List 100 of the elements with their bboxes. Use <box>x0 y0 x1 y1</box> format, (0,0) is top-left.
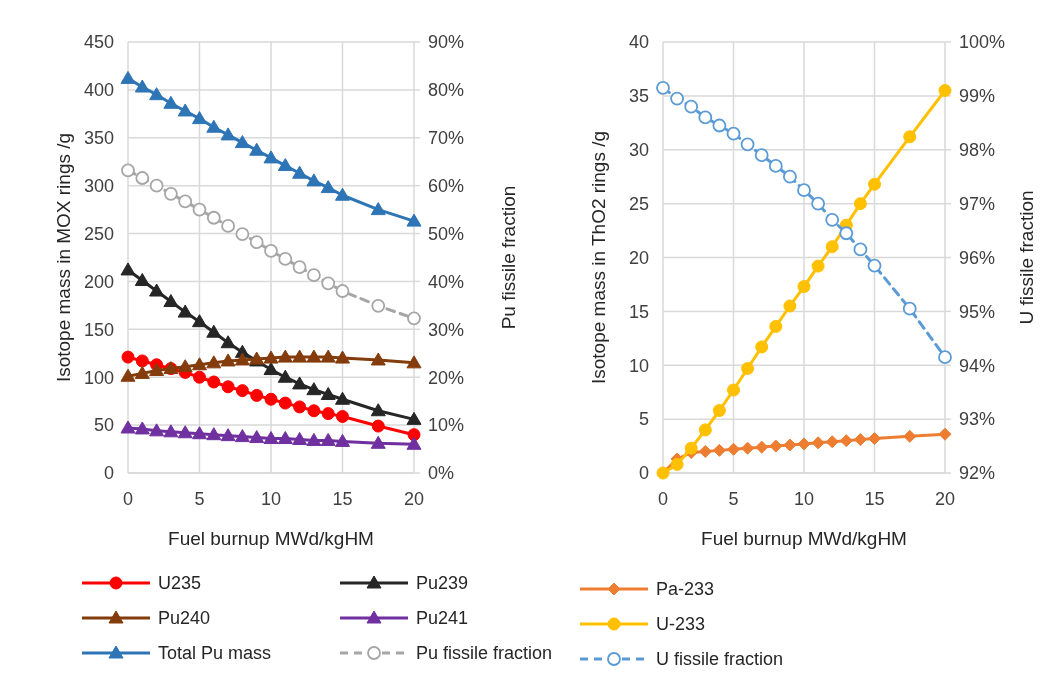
y2-tick-label: 93% <box>959 409 996 430</box>
point <box>220 428 236 442</box>
y-tick-label: 20 <box>628 247 649 268</box>
point <box>164 186 178 201</box>
point <box>811 436 825 450</box>
y-tick-label: 150 <box>83 319 114 340</box>
point <box>320 180 336 194</box>
point <box>370 435 386 449</box>
point <box>727 442 740 456</box>
y-tick-label: 200 <box>83 271 114 292</box>
y2-tick-label: 94% <box>959 355 996 376</box>
point <box>371 298 386 313</box>
point <box>335 350 350 364</box>
point <box>149 363 165 377</box>
point <box>192 111 207 125</box>
legend-label: U fissile fraction <box>656 649 784 670</box>
point <box>121 350 135 364</box>
point <box>698 110 713 125</box>
point <box>263 431 279 445</box>
y2-tick-label: 50% <box>428 223 465 244</box>
y2-tick-label: 70% <box>428 128 465 149</box>
point <box>741 441 755 455</box>
point <box>263 350 279 364</box>
point <box>277 349 293 363</box>
point <box>206 355 222 369</box>
y2-axis-title: U fissile fraction <box>1016 190 1037 325</box>
point <box>370 352 386 366</box>
point <box>149 423 165 437</box>
y2-tick-label: 40% <box>428 271 465 292</box>
point <box>234 352 250 366</box>
point <box>149 283 165 297</box>
point <box>207 375 221 389</box>
y-tick-label: 50 <box>93 415 114 436</box>
y2-tick-label: 96% <box>959 247 996 268</box>
point <box>221 380 235 394</box>
point <box>853 197 867 211</box>
point <box>755 440 769 454</box>
point <box>698 423 712 437</box>
point <box>192 357 207 371</box>
y-tick-label: 0 <box>103 463 114 484</box>
y2-tick-label: 99% <box>959 86 996 107</box>
x-tick-label: 10 <box>260 489 282 509</box>
point <box>406 213 422 227</box>
point <box>235 227 250 241</box>
point <box>206 210 221 225</box>
point <box>277 431 293 445</box>
point <box>755 340 769 354</box>
point <box>754 148 769 163</box>
point <box>406 436 422 450</box>
legend-label: U-233 <box>656 614 706 635</box>
point <box>177 103 193 117</box>
point <box>178 194 193 209</box>
point <box>726 126 741 141</box>
point <box>335 391 350 405</box>
point <box>797 437 811 451</box>
point <box>335 433 350 447</box>
y2-tick-label: 97% <box>959 193 996 214</box>
point <box>321 276 336 291</box>
y-tick-label: 450 <box>83 32 114 53</box>
point <box>825 240 839 254</box>
point <box>783 299 797 313</box>
y2-tick-label: 98% <box>959 140 996 161</box>
point <box>292 431 308 445</box>
y-tick-label: 35 <box>628 86 649 107</box>
y-axis-title: Isotope mass in ThO2 rings /g <box>588 130 609 385</box>
point <box>868 177 881 191</box>
point <box>250 388 264 402</box>
point <box>370 403 386 417</box>
point <box>306 173 322 187</box>
y-tick-label: 400 <box>83 80 114 101</box>
y-tick-label: 40 <box>628 32 649 53</box>
point <box>264 392 278 406</box>
point <box>278 396 292 410</box>
point <box>797 280 811 294</box>
point <box>406 411 422 425</box>
point <box>336 409 349 423</box>
point <box>192 426 207 440</box>
y2-tick-label: 20% <box>428 367 465 388</box>
point <box>825 435 839 449</box>
y2-axis-title: Pu fissile fraction <box>498 185 519 330</box>
point <box>684 99 699 114</box>
y-tick-label: 10 <box>628 355 649 376</box>
point <box>134 79 150 93</box>
point <box>670 457 684 471</box>
point <box>206 427 222 441</box>
point <box>839 434 853 448</box>
point <box>293 400 307 414</box>
point <box>811 196 825 211</box>
point <box>740 137 755 152</box>
x-axis-title: Fuel burnup MWd/kgHM <box>701 528 907 549</box>
point <box>177 304 193 318</box>
y2-tick-label: 92% <box>959 463 996 484</box>
point <box>768 159 783 173</box>
point <box>263 362 279 376</box>
point <box>903 130 917 144</box>
point <box>149 87 165 101</box>
y2-tick-label: 90% <box>428 32 465 53</box>
point <box>163 294 179 308</box>
x-axis-title: Fuel burnup MWd/kgHM <box>168 528 374 549</box>
point <box>121 163 135 178</box>
